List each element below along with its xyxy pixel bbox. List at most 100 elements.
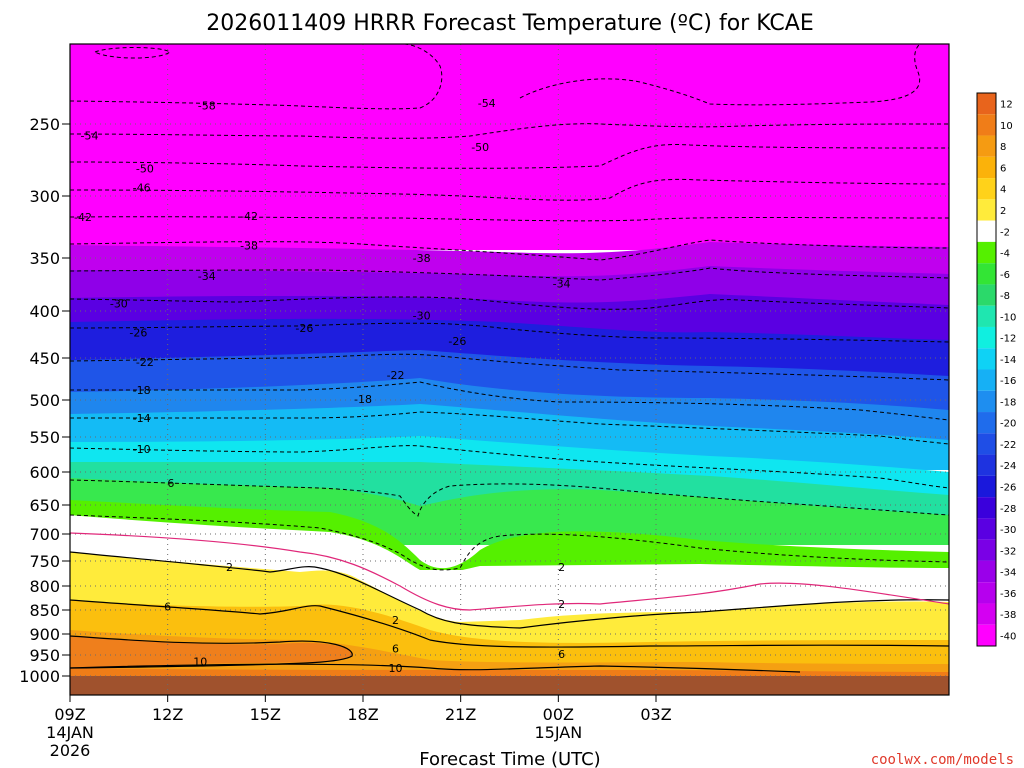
legend-label: 6 [1000,163,1006,174]
contour-label: 6 [164,601,171,614]
legend-swatch [977,305,996,327]
legend-label: -6 [1000,270,1010,281]
contour-m10 [70,445,949,489]
contour-m58b [519,44,921,106]
contour-label: -14 [133,412,151,425]
chart-title: 2026011409 HRRR Forecast Temperature (ºC… [206,11,813,36]
x-tick-sublabel: 15JAN [534,723,582,742]
x-tick-sublabel: 2026 [50,741,91,760]
x-tick-sublabel: 14JAN [46,723,94,742]
contour-label: 6 [167,477,174,490]
contour-label: -26 [295,322,313,335]
legend-label: -38 [1000,610,1016,621]
contour-label: 2 [558,598,565,611]
y-tick-label: 700 [29,525,60,544]
contour-label: -42 [74,211,92,224]
contour-label: -34 [198,270,216,283]
contour-m2 [70,514,949,571]
legend-swatch [977,369,996,391]
legend-swatch [977,156,996,179]
contour-label: -22 [136,356,154,369]
legend-label: -18 [1000,397,1016,408]
contour-m30 [70,296,949,310]
legend-swatch [977,241,996,264]
contour-m22 [70,353,949,381]
contour-m58 [70,44,443,110]
contour-m46 [70,178,949,201]
legend-label: -4 [1000,249,1010,260]
legend-swatch [977,582,996,604]
contour-label: 2 [392,614,399,627]
legend-label: -40 [1000,631,1016,642]
contour-label: -18 [133,384,151,397]
temperature-fill-bands [70,44,949,695]
contour-m50 [70,143,949,169]
y-tick-label: 450 [29,349,60,368]
legend-label: 8 [1000,142,1006,153]
legend-label: -30 [1000,525,1016,536]
contour-m62-ring [93,47,171,59]
contour-label: -46 [133,181,151,194]
contour-label: 10 [389,662,403,675]
contour-label: 6 [392,643,399,656]
legend-label: -14 [1000,355,1016,366]
x-tick-label: 15Z [250,705,281,724]
legend-label: -8 [1000,291,1010,302]
y-tick-label: 850 [29,601,60,620]
x-tick-label: 21Z [445,705,476,724]
x-tick-label: 03Z [640,705,671,724]
contour-label: -34 [553,277,571,290]
band-dark-orange [70,636,353,668]
legend-label: -26 [1000,482,1016,493]
contour-label: -30 [110,298,128,311]
legend-swatch [977,135,996,157]
y-tick-label: 250 [29,115,60,134]
legend-swatch [977,263,996,285]
x-tick-label: 09Z [54,705,85,724]
y-tick-label: 750 [29,552,60,571]
contour-label: -38 [413,252,431,265]
contour-m26 [70,322,949,343]
contour-label: 2 [226,561,233,574]
x-tick-label: 12Z [152,705,183,724]
legend-label: -22 [1000,440,1016,451]
legend-label: -2 [1000,227,1010,238]
contour-label: -38 [240,240,258,253]
legend-label: -16 [1000,376,1016,387]
legend-swatch [977,475,996,498]
x-tick-label: 18Z [347,705,378,724]
contour-p10 [70,663,801,673]
legend-swatch [977,539,996,561]
x-axis-label: Forecast Time (UTC) [419,749,600,768]
legend-label: -32 [1000,546,1016,557]
legend-frame [976,92,997,647]
band-magenta [70,44,949,250]
solid-contours [70,551,949,673]
contour-label: -54 [81,130,99,143]
legend-swatch [977,454,996,476]
contour-label: -50 [471,141,489,154]
contour-zero-degree [70,532,949,611]
credit-link[interactable]: coolwx.com/models [871,752,1014,768]
legend-label: -28 [1000,504,1016,515]
legend-swatch [977,114,996,136]
legend-label: 4 [1000,185,1006,196]
contour-label: -26 [448,335,466,348]
contour-p2-upper [70,551,949,629]
legend-swatch [977,199,996,221]
contour-m42 [70,216,949,222]
y-tick-label: 800 [29,577,60,596]
contour-labels: -58 -54 -54 -50 -50 -46 -42 -42 -38 -38 -34 -34 -30 -… [74,97,571,675]
contour-label: -22 [387,369,405,382]
y-tick-label: 550 [29,428,60,447]
legend-swatch [977,220,996,242]
legend-swatch [977,390,996,413]
legend-swatch [977,178,996,200]
legend-label: -12 [1000,334,1016,345]
x-tick-label: 00Z [543,705,574,724]
legend-label: -24 [1000,461,1016,472]
legend-swatch [977,326,996,349]
gridlines [70,44,949,695]
